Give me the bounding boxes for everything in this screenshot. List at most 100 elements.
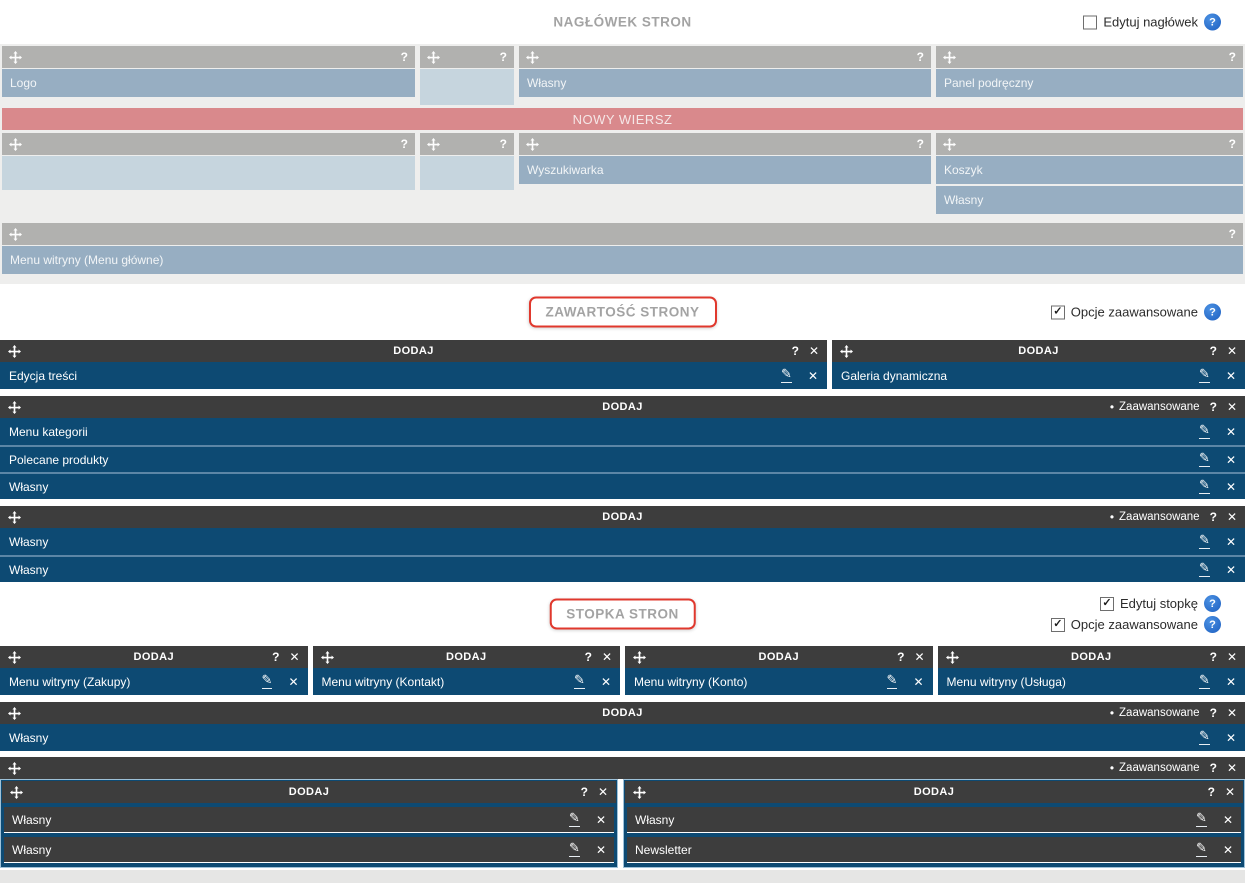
edit-icon[interactable]: ✎ — [1196, 811, 1207, 827]
close-icon[interactable]: ✕ — [1226, 650, 1237, 664]
edit-icon[interactable]: ✎ — [1196, 841, 1207, 857]
add-bar[interactable]: DODAJ ? ✕ — [312, 646, 620, 668]
edit-icon[interactable]: ✎ — [569, 841, 580, 857]
move-icon[interactable] — [633, 785, 646, 799]
module-custom[interactable]: Własny — [519, 69, 931, 97]
close-icon[interactable]: ✕ — [601, 650, 612, 664]
add-button[interactable]: DODAJ — [602, 707, 643, 719]
move-icon[interactable] — [526, 50, 539, 64]
move-icon[interactable] — [8, 706, 21, 720]
help-icon[interactable]: ? — [400, 50, 408, 64]
close-icon[interactable]: ✕ — [1226, 761, 1237, 775]
edit-icon[interactable]: ✎ — [1199, 729, 1210, 745]
column-drag-bar[interactable]: ? — [519, 133, 931, 155]
move-icon[interactable] — [9, 137, 22, 151]
close-icon[interactable]: ✕ — [1225, 479, 1236, 494]
help-icon[interactable]: ? — [1228, 137, 1236, 151]
module-site-menu[interactable]: Menu witryny (Kontakt) ✎ ✕ — [312, 668, 620, 695]
move-icon[interactable] — [945, 650, 959, 664]
close-icon[interactable]: ✕ — [1226, 706, 1237, 720]
add-bar[interactable]: DODAJ ? ✕ — [0, 646, 308, 668]
move-icon[interactable] — [9, 50, 22, 64]
add-button[interactable]: DODAJ — [758, 651, 799, 663]
add-bar[interactable]: DODAJ ? ✕ — [832, 340, 1245, 362]
move-icon[interactable] — [10, 785, 23, 799]
close-icon[interactable]: ✕ — [289, 650, 300, 664]
add-button[interactable]: DODAJ — [602, 401, 643, 413]
edit-icon[interactable]: ✎ — [574, 673, 585, 689]
add-bar[interactable]: DODAJ ? ✕ — [2, 781, 616, 803]
move-icon[interactable] — [633, 650, 646, 664]
move-icon[interactable] — [943, 50, 956, 64]
module-content-edit[interactable]: Edycja treści ✎ ✕ — [0, 362, 827, 389]
column-drag-bar[interactable]: ? — [2, 46, 415, 68]
close-icon[interactable]: ✕ — [1225, 562, 1236, 577]
column-drag-bar[interactable]: ? — [420, 133, 514, 155]
module-custom[interactable]: Własny ✎ ✕ — [0, 528, 1245, 555]
module-custom[interactable]: Własny ✎ ✕ — [627, 807, 1241, 833]
move-icon[interactable] — [8, 650, 21, 664]
close-icon[interactable]: ✕ — [1226, 344, 1237, 358]
help-icon[interactable]: ? — [1207, 785, 1215, 799]
advanced-options-checkbox[interactable]: ✓ — [1050, 305, 1065, 319]
edit-header-checkbox[interactable]: ✓ — [1083, 15, 1098, 29]
move-icon[interactable] — [840, 344, 853, 358]
row-drag-bar-advanced[interactable]: • Zaawansowane ? ✕ — [0, 757, 1245, 779]
move-icon[interactable] — [943, 137, 956, 151]
close-icon[interactable]: ✕ — [595, 842, 606, 857]
advanced-options-checkbox[interactable]: ✓ — [1050, 617, 1065, 632]
module-custom[interactable]: Własny ✎ ✕ — [0, 724, 1245, 751]
help-icon[interactable]: ? — [791, 344, 799, 358]
help-icon[interactable]: ? — [400, 137, 408, 151]
module-custom[interactable]: Własny ✎ ✕ — [4, 837, 614, 863]
help-icon[interactable]: ? — [916, 50, 924, 64]
advanced-toggle[interactable]: • Zaawansowane — [1110, 401, 1200, 413]
help-icon[interactable]: ? — [499, 137, 507, 151]
help-icon[interactable]: ? — [272, 650, 280, 664]
edit-icon[interactable]: ✎ — [1199, 451, 1210, 467]
close-icon[interactable]: ✕ — [808, 344, 819, 358]
column-drag-bar[interactable]: ? — [519, 46, 931, 68]
add-button[interactable]: DODAJ — [913, 786, 955, 798]
module-cart[interactable]: Koszyk — [936, 156, 1243, 184]
move-icon[interactable] — [427, 50, 440, 64]
close-icon[interactable]: ✕ — [1225, 534, 1236, 549]
help-icon[interactable]: ? — [1204, 595, 1221, 612]
add-button[interactable]: DODAJ — [133, 651, 174, 663]
column-drag-bar[interactable]: ? — [936, 133, 1243, 155]
close-icon[interactable]: ✕ — [595, 812, 606, 827]
add-button[interactable]: DODAJ — [1070, 651, 1112, 663]
move-icon[interactable] — [320, 650, 334, 664]
edit-icon[interactable]: ✎ — [1199, 367, 1210, 383]
edit-icon[interactable]: ✎ — [1199, 673, 1210, 689]
edit-icon[interactable]: ✎ — [569, 811, 580, 827]
module-search[interactable]: Wyszukiwarka — [519, 156, 931, 184]
move-icon[interactable] — [9, 227, 22, 241]
close-icon[interactable]: ✕ — [914, 650, 925, 664]
column-drag-bar[interactable]: ? — [2, 133, 415, 155]
close-icon[interactable]: ✕ — [1225, 674, 1236, 689]
add-bar-advanced[interactable]: DODAJ • Zaawansowane ? ✕ — [0, 506, 1245, 528]
add-bar-advanced[interactable]: DODAJ • Zaawansowane ? ✕ — [0, 396, 1245, 418]
edit-icon[interactable]: ✎ — [261, 673, 273, 689]
move-icon[interactable] — [427, 137, 440, 151]
column-drag-bar[interactable]: ? — [936, 46, 1243, 68]
column-drag-bar[interactable]: ? — [2, 223, 1243, 245]
module-featured-products[interactable]: Polecane produkty ✎ ✕ — [0, 445, 1245, 472]
add-bar[interactable]: DODAJ ? ✕ — [937, 646, 1245, 668]
edit-icon[interactable]: ✎ — [1199, 561, 1210, 577]
help-icon[interactable]: ? — [499, 50, 507, 64]
add-button[interactable]: DODAJ — [602, 511, 643, 523]
close-icon[interactable]: ✕ — [600, 674, 611, 689]
help-icon[interactable]: ? — [1204, 13, 1221, 31]
move-icon[interactable] — [526, 137, 539, 151]
close-icon[interactable]: ✕ — [1225, 452, 1236, 467]
help-icon[interactable]: ? — [580, 785, 588, 799]
add-button[interactable]: DODAJ — [288, 786, 330, 798]
module-dynamic-gallery[interactable]: Galeria dynamiczna ✎ ✕ — [832, 362, 1245, 389]
help-icon[interactable]: ? — [1209, 510, 1217, 524]
module-quick-panel[interactable]: Panel podręczny — [936, 69, 1243, 97]
module-category-menu[interactable]: Menu kategorii ✎ ✕ — [0, 418, 1245, 445]
close-icon[interactable]: ✕ — [1222, 842, 1233, 857]
new-row-banner[interactable]: NOWY WIERSZ — [2, 108, 1243, 130]
